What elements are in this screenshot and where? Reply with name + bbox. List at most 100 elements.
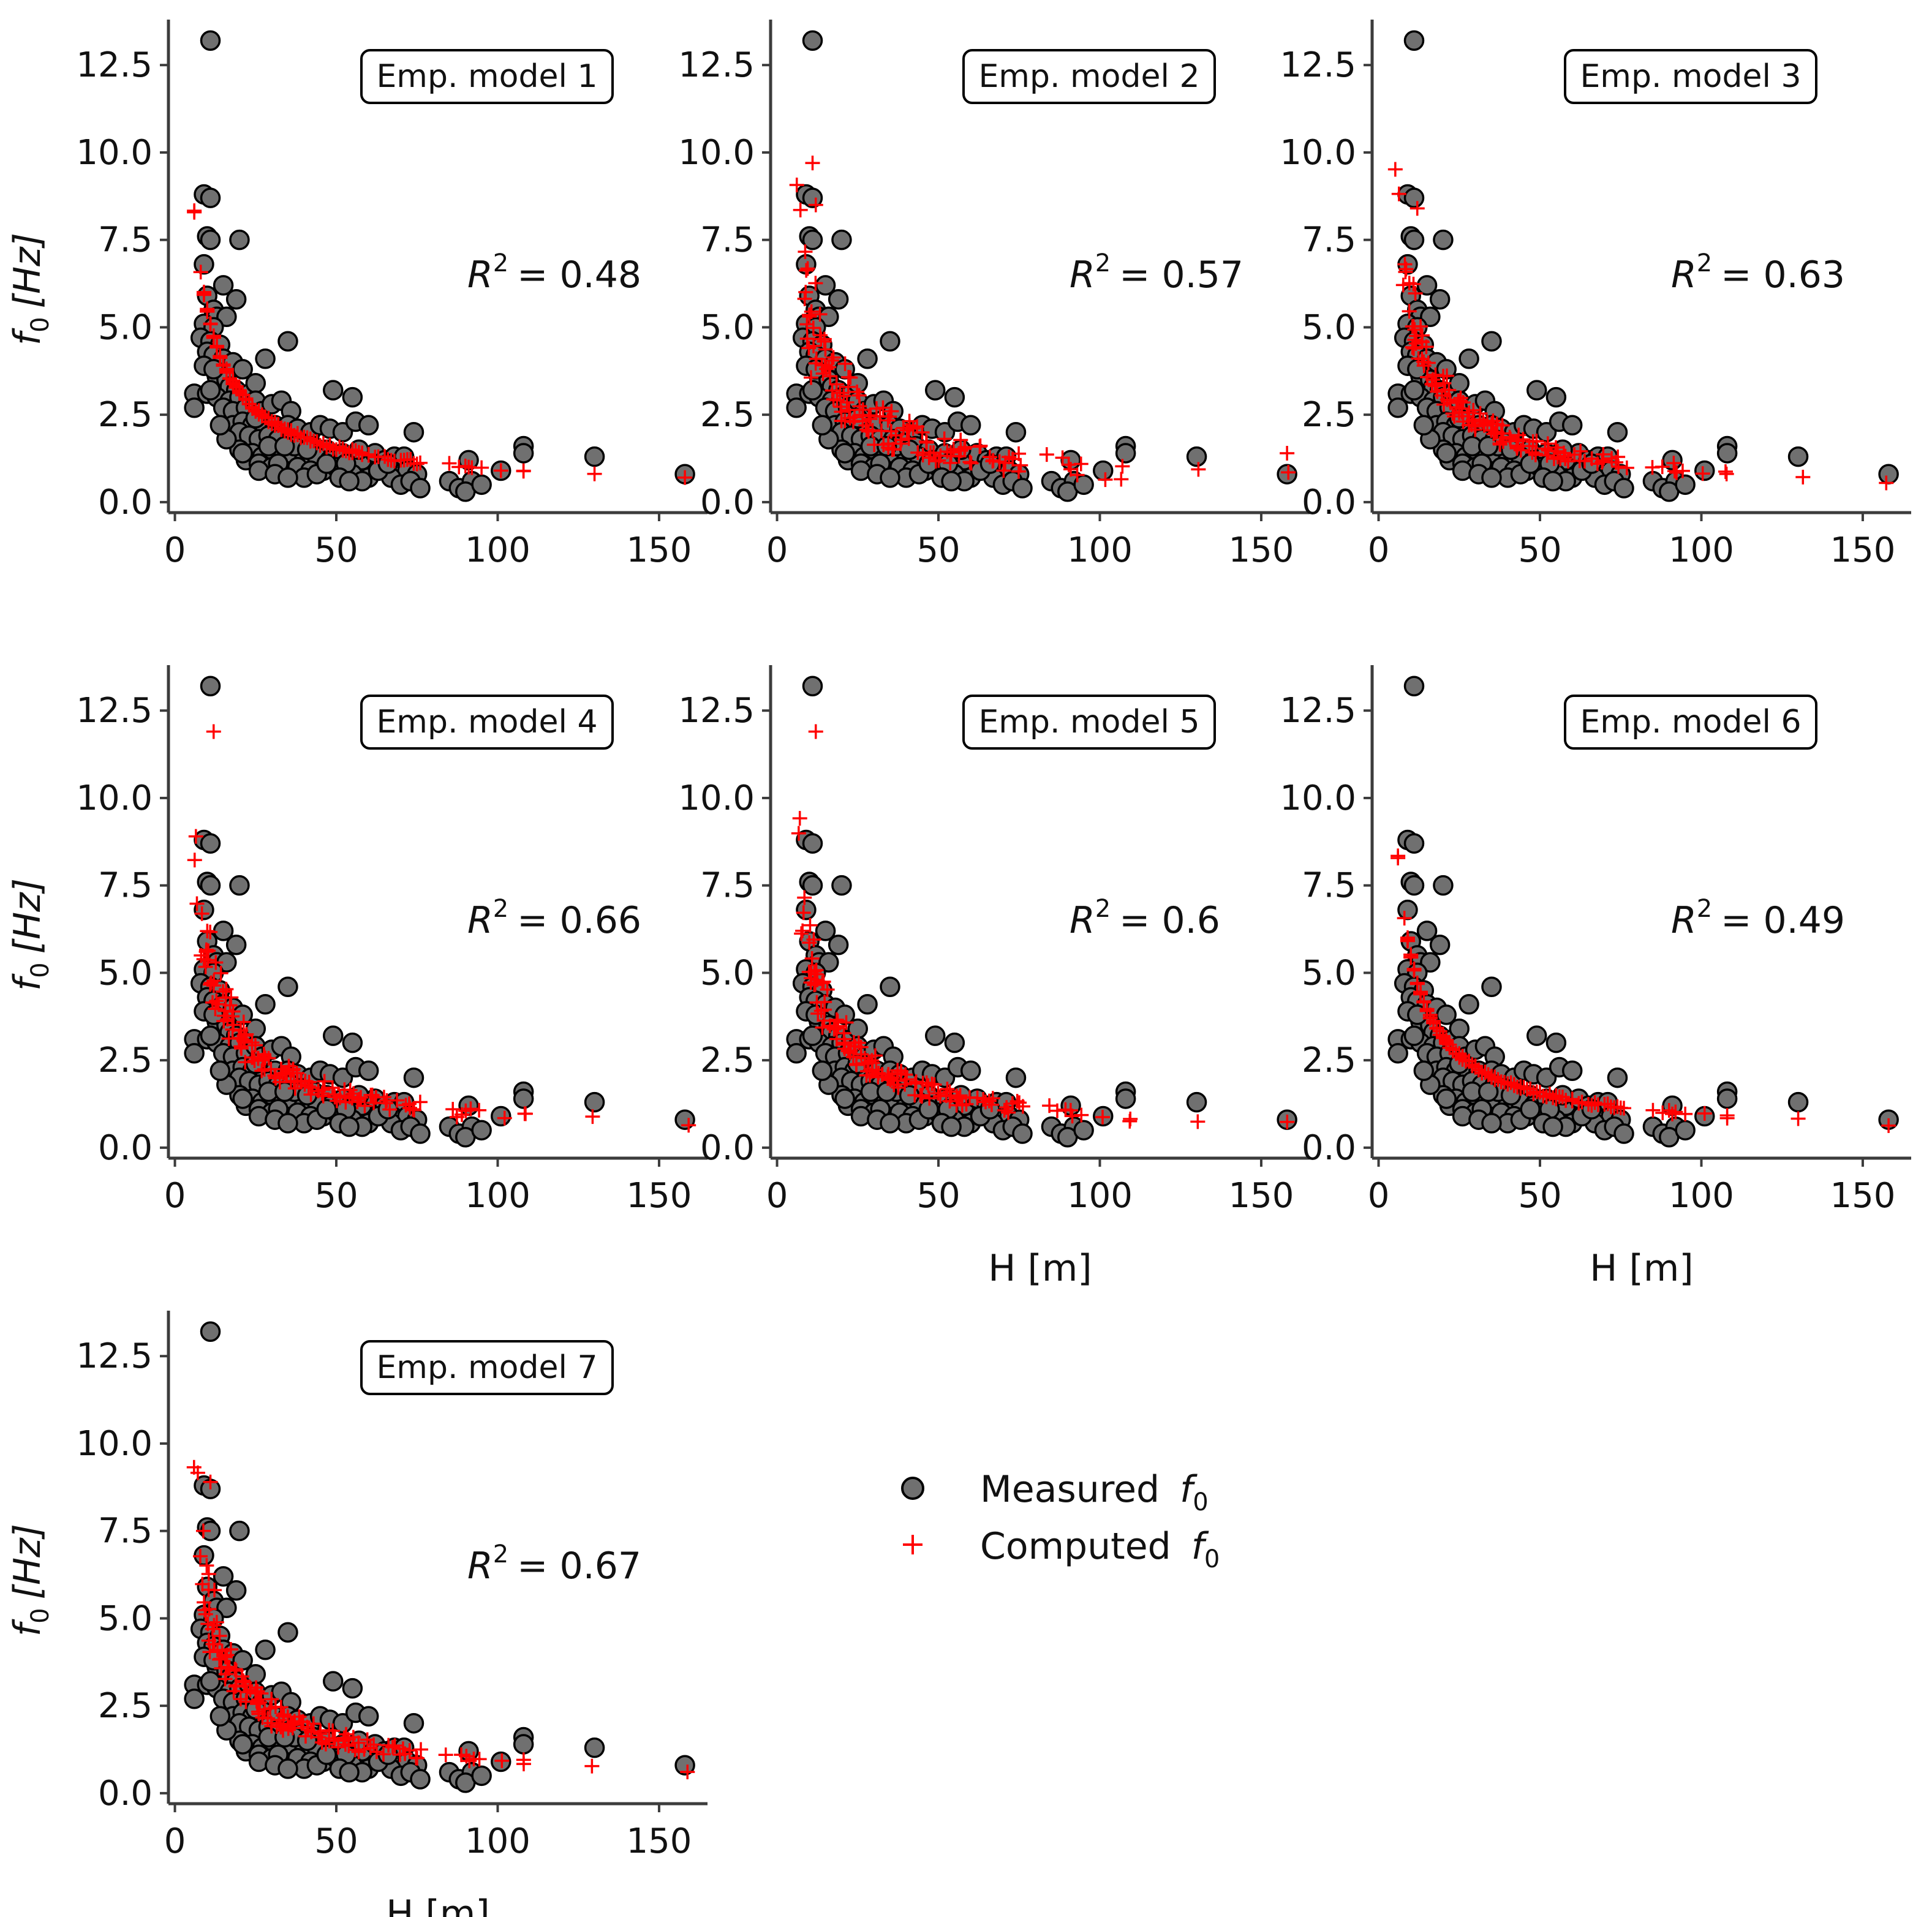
y-tick-label: 10.0: [76, 778, 153, 818]
computed-point: [815, 976, 830, 991]
computed-point: [865, 1055, 880, 1071]
computed-point: [798, 284, 813, 299]
computed-point: [203, 977, 218, 992]
computed-point: [1408, 285, 1423, 301]
computed-series: [1391, 848, 1896, 1133]
computed-point: [217, 1649, 233, 1665]
computed-point: [329, 442, 344, 458]
x-tick-label: 50: [314, 1821, 358, 1861]
computed-point: [1455, 1052, 1470, 1067]
computed-point: [311, 1083, 326, 1099]
computed-point: [976, 1092, 991, 1107]
measured-point: [1542, 1116, 1563, 1137]
r2-annotation: R2 = 0.49: [1671, 895, 1845, 942]
computed-point: [225, 373, 241, 388]
computed-series: [1387, 162, 1894, 491]
computed-point: [792, 811, 807, 826]
measured-point: [802, 676, 823, 697]
computed-point: [794, 926, 809, 941]
measured-point: [786, 1042, 807, 1064]
computed-point: [251, 1704, 266, 1719]
measured-point: [1012, 1123, 1033, 1144]
computed-point: [832, 385, 848, 401]
computed-point: [309, 435, 325, 451]
y-tick-label: 2.5: [98, 395, 153, 435]
y-tick-label: 7.5: [98, 1512, 153, 1551]
computed-point: [1558, 1093, 1574, 1108]
measured-point: [1416, 921, 1438, 941]
computed-point: [883, 1072, 898, 1088]
r2-annotation: R2 = 0.48: [467, 249, 641, 296]
measured-point: [471, 1765, 492, 1787]
computed-point: [1443, 395, 1458, 410]
x-tick-label: 100: [1067, 1176, 1133, 1216]
computed-point: [1002, 450, 1017, 465]
y-tick-label: 5.0: [700, 953, 755, 993]
computed-point: [216, 1008, 232, 1023]
y-tick-label: 12.5: [678, 691, 755, 731]
computed-point: [681, 1118, 696, 1133]
computed-point: [208, 955, 224, 970]
computed-point: [189, 896, 205, 911]
computed-point: [438, 1747, 453, 1763]
computed-point: [413, 1742, 429, 1757]
computed-series: [187, 724, 696, 1133]
measured-point: [322, 380, 344, 401]
computed-point: [1015, 1099, 1030, 1114]
r2-annotation: R2 = 0.66: [467, 895, 641, 942]
y-tick-label: 10.0: [678, 778, 755, 818]
legend: Measured f0 Computed f0: [901, 1468, 1220, 1573]
measured-point: [802, 229, 823, 250]
measured-point: [880, 331, 900, 352]
computed-point: [390, 1093, 405, 1108]
y-tick-label: 10.0: [1280, 778, 1356, 818]
measured-point: [200, 676, 221, 697]
computed-point: [802, 917, 818, 933]
computed-point: [247, 1038, 263, 1053]
y-tick-label: 2.5: [1302, 1041, 1356, 1080]
measured-point: [1012, 478, 1033, 499]
computed-point: [817, 1013, 832, 1028]
measured-point: [1186, 446, 1207, 467]
computed-point: [518, 1106, 533, 1121]
computed-point: [1424, 376, 1440, 391]
computed-point: [200, 952, 216, 968]
computed-point: [799, 317, 815, 332]
y-tick-label: 10.0: [76, 133, 153, 173]
y-tick-label: 7.5: [98, 220, 153, 260]
computed-point: [206, 330, 221, 345]
computed-point: [232, 385, 247, 400]
measured-point: [209, 1060, 231, 1082]
computed-point: [1419, 1003, 1435, 1019]
computed-point: [1391, 848, 1406, 864]
computed-point: [1545, 1090, 1561, 1105]
computed-point: [1095, 1110, 1111, 1125]
subplot-4: 0 50 100 150 0.0 2.5 5.0 7.5 10.0 12.5 Emp. model …: [6, 665, 708, 1216]
computed-point: [193, 265, 208, 280]
computed-point: [585, 1109, 600, 1124]
y-tick-label: 10.0: [1280, 133, 1356, 173]
measured-point: [857, 348, 878, 369]
computed-point: [1697, 1106, 1712, 1121]
measured-point: [1613, 1123, 1634, 1144]
y-tick-label: 12.5: [76, 691, 153, 731]
computed-point: [1556, 445, 1571, 461]
computed-point: [295, 1714, 311, 1729]
computed-point: [804, 370, 819, 385]
computed-point: [584, 1758, 600, 1774]
computed-point: [842, 1045, 858, 1061]
computed-point: [238, 1055, 253, 1070]
computed-point: [813, 1003, 829, 1019]
x-tick-label: 150: [1229, 1176, 1294, 1216]
measured-point: [403, 1712, 425, 1734]
y-tick-label: 12.5: [1280, 691, 1356, 731]
measured-point: [200, 833, 221, 854]
y-tick-label: 0.0: [1302, 1128, 1356, 1168]
measured-series: [184, 1321, 695, 1793]
x-tick-label: 0: [1368, 1176, 1390, 1216]
computed-point: [317, 1074, 332, 1089]
measured-point: [584, 446, 605, 467]
computed-point: [280, 423, 295, 438]
computed-point: [271, 416, 286, 432]
